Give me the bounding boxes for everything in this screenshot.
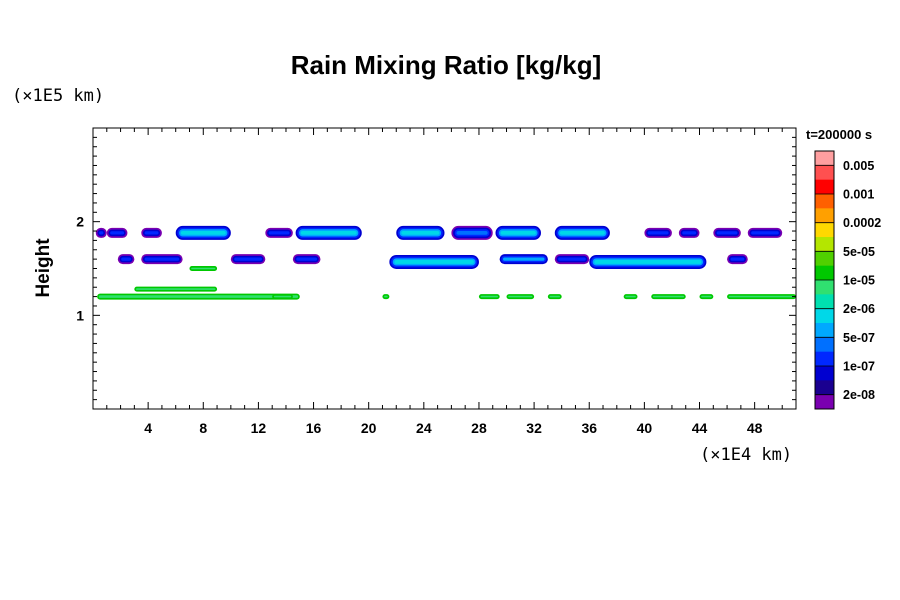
- rain-band-segment: [273, 295, 292, 298]
- colorbar-swatch: [815, 208, 834, 224]
- colorbar-label: 1e-05: [843, 274, 875, 288]
- cloud-band-segment: [110, 231, 125, 235]
- cloud-band-segment: [144, 231, 159, 235]
- plot-area: 4 8 12 16 20 24 28 32 36 40 44 48 12: [76, 127, 797, 436]
- colorbar-swatch: [815, 222, 834, 238]
- rain-band-segment: [136, 288, 216, 290]
- x-tick-label: 8: [199, 420, 207, 436]
- cloud-band-segment: [401, 231, 440, 235]
- colorbar-swatch: [815, 237, 834, 252]
- x-tick-label: 44: [692, 420, 708, 436]
- cloud-band-segment: [296, 257, 318, 261]
- colorbar-swatch: [815, 265, 834, 281]
- chart-title: Rain Mixing Ratio [kg/kg]: [291, 50, 602, 80]
- x-tick-label: 20: [361, 420, 377, 436]
- colorbar-swatch: [815, 151, 834, 166]
- time-label: t=200000 s: [806, 127, 872, 142]
- cloud-band-segment: [300, 231, 357, 235]
- cloud-band-segment: [716, 231, 738, 235]
- colorbar-swatch: [815, 308, 834, 324]
- rain-band-segment: [480, 295, 498, 298]
- colorbar-swatch: [815, 194, 834, 209]
- colorbar-swatch: [815, 179, 834, 195]
- cloud-band-segment: [594, 260, 702, 264]
- rain-field: [95, 225, 796, 300]
- colorbar-label: 5e-07: [843, 331, 875, 345]
- y-unit-label: (×1E5 km): [12, 86, 104, 106]
- rain-band-segment: [191, 267, 216, 270]
- cloud-band-segment: [144, 257, 180, 261]
- y-tick-label: 2: [76, 214, 84, 230]
- colorbar-label: 2e-06: [843, 302, 875, 316]
- rain-band-segment: [652, 295, 685, 298]
- rain-band-segment: [384, 295, 388, 298]
- cloud-band-segment: [559, 231, 605, 235]
- cloud-band-segment: [647, 231, 669, 235]
- x-tick-label: 36: [581, 420, 597, 436]
- cloud-band-segment: [180, 231, 226, 235]
- colorbar-swatch: [815, 294, 834, 310]
- colorbar: 0.005 0.001 0.0002 5e-05 1e-05 2e-06 5e-07 1e-0…: [814, 150, 881, 410]
- colorbar-label: 0.0002: [843, 216, 881, 230]
- rain-band-segment: [98, 295, 299, 298]
- x-tick-label: 24: [416, 420, 432, 436]
- rain-band-segment: [549, 295, 560, 298]
- cloud-band-segment: [99, 231, 104, 235]
- colorbar-label: 0.005: [843, 159, 874, 173]
- colorbar-swatch: [815, 366, 834, 381]
- colorbar-swatch: [815, 394, 834, 410]
- cloud-band-segment: [503, 257, 545, 261]
- cloud-band-segment: [268, 231, 290, 235]
- x-tick-label: 48: [747, 420, 763, 436]
- x-tick-label: 28: [471, 420, 487, 436]
- colorbar-label: 1e-07: [843, 360, 875, 374]
- colorbar-swatch: [815, 337, 834, 353]
- x-tick-label: 32: [526, 420, 542, 436]
- rain-band-segment: [701, 295, 712, 298]
- x-unit-label: (×1E4 km): [700, 445, 792, 465]
- colorbar-label: 5e-05: [843, 245, 875, 259]
- colorbar-swatch: [815, 351, 834, 367]
- y-axis-label: Height: [33, 238, 54, 298]
- y-tick-label: 1: [76, 307, 84, 323]
- x-tick-label: 40: [637, 420, 653, 436]
- y-axis: 12: [76, 136, 796, 401]
- cloud-band-segment: [730, 257, 745, 261]
- rain-band-segment: [625, 295, 636, 298]
- colorbar-swatch: [815, 251, 834, 267]
- x-axis: 4 8 12 16 20 24 28 32 36 40 44 48: [106, 128, 783, 436]
- cloud-band-segment: [558, 257, 586, 261]
- cloud-band-segment: [500, 231, 536, 235]
- colorbar-swatch: [815, 165, 834, 181]
- x-tick-label: 12: [251, 420, 267, 436]
- colorbar-label: 0.001: [843, 188, 874, 202]
- x-tick-label: 4: [144, 420, 152, 436]
- rain-band-segment: [508, 295, 533, 298]
- colorbar-swatch: [815, 280, 834, 295]
- cloud-band-segment: [751, 231, 779, 235]
- cloud-band-segment: [121, 257, 131, 261]
- cloud-band-segment: [394, 260, 474, 264]
- colorbar-swatch: [815, 323, 834, 338]
- cloud-band-segment: [682, 231, 697, 235]
- cloud-band-segment: [234, 257, 262, 261]
- cloud-band-segment: [456, 231, 488, 235]
- rain-band-segment: [728, 295, 795, 298]
- x-tick-label: 16: [306, 420, 322, 436]
- colorbar-swatch: [815, 380, 834, 396]
- colorbar-label: 2e-08: [843, 388, 875, 402]
